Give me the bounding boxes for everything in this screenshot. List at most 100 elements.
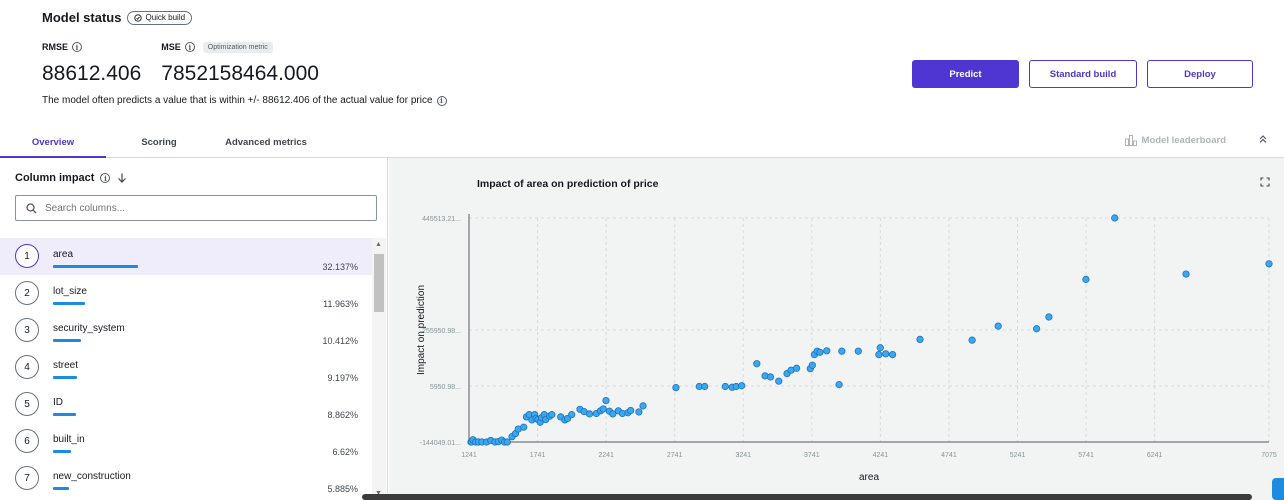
column-name: area bbox=[53, 249, 74, 260]
data-point bbox=[775, 377, 783, 385]
chart-title: Impact of area on prediction of price bbox=[477, 178, 659, 190]
y-tick-label: 5950.98... bbox=[430, 384, 461, 391]
x-tick-label: 4741 bbox=[941, 452, 957, 459]
data-point bbox=[838, 347, 846, 355]
rank-badge: 4 bbox=[15, 355, 39, 379]
column-impact-row[interactable]: 1 area 32.137% bbox=[0, 238, 372, 275]
data-point bbox=[888, 350, 897, 359]
title-row: Model status Quick build bbox=[42, 10, 193, 25]
column-impact-row[interactable]: 2 lot_size 11.963% bbox=[0, 275, 372, 312]
tab-advanced-metrics[interactable]: Advanced metrics bbox=[225, 137, 307, 148]
data-point bbox=[968, 336, 976, 344]
column-impact-row[interactable]: 6 built_in 6.62% bbox=[0, 423, 372, 460]
data-point bbox=[585, 410, 594, 418]
data-point bbox=[916, 335, 924, 343]
data-point bbox=[766, 373, 775, 381]
quick-build-chip: Quick build bbox=[127, 10, 193, 25]
info-icon[interactable]: i bbox=[436, 95, 447, 106]
column-name: street bbox=[53, 360, 79, 371]
scroll-up-icon[interactable]: ▲ bbox=[375, 241, 382, 248]
metrics: RMSE i 88612.406 MSE i Optimization metric … bbox=[42, 40, 319, 86]
tab-overview[interactable]: Overview bbox=[0, 128, 106, 158]
data-point bbox=[1111, 214, 1119, 222]
column-impact-title: Column impact bbox=[15, 172, 95, 184]
column-impact-row[interactable]: 3 security_system 10.412% bbox=[0, 312, 372, 349]
info-icon[interactable]: i bbox=[100, 173, 111, 183]
rmse-metric: RMSE i 88612.406 bbox=[42, 40, 141, 86]
data-point bbox=[792, 364, 801, 372]
x-tick-label: 3741 bbox=[804, 452, 820, 459]
scrollbar-thumb[interactable] bbox=[374, 254, 384, 312]
feedback-tab[interactable] bbox=[1272, 478, 1284, 500]
column-impact-row[interactable]: 7 new_construction 5.885% bbox=[0, 460, 372, 497]
data-point bbox=[808, 361, 816, 369]
rank-badge: 6 bbox=[15, 429, 39, 453]
search-columns-input[interactable] bbox=[45, 202, 345, 214]
impact-bar bbox=[53, 376, 77, 379]
optimization-metric-badge: Optimization metric bbox=[202, 41, 273, 53]
column-impact-row[interactable]: 4 street 9.197% bbox=[0, 349, 372, 386]
data-point bbox=[635, 408, 643, 416]
search-columns-field[interactable] bbox=[15, 195, 377, 221]
data-point bbox=[1082, 275, 1090, 283]
metric-description: The model often predicts a value that is… bbox=[42, 95, 447, 106]
y-tick-label: 255950.98... bbox=[422, 328, 461, 335]
column-impact-header: Column impact i bbox=[15, 172, 128, 184]
impact-percentage: 10.412% bbox=[322, 336, 358, 346]
sort-arrow-down-icon[interactable] bbox=[116, 172, 128, 184]
x-axis-label: area bbox=[859, 472, 879, 483]
expand-icon[interactable] bbox=[1260, 176, 1270, 190]
rmse-label: RMSE bbox=[42, 42, 69, 52]
x-tick-label: 5741 bbox=[1078, 452, 1094, 459]
impact-percentage: 8.862% bbox=[327, 410, 358, 420]
y-tick-label: 445513.21... bbox=[422, 216, 461, 223]
data-point bbox=[823, 347, 831, 355]
impact-chart-panel: Impact of area on prediction of price 12… bbox=[389, 158, 1284, 500]
x-tick-label: 6241 bbox=[1147, 452, 1163, 459]
standard-build-button[interactable]: Standard build bbox=[1029, 60, 1137, 88]
data-point bbox=[599, 405, 607, 413]
tab-scoring[interactable]: Scoring bbox=[141, 137, 177, 148]
impact-bar bbox=[53, 450, 71, 453]
data-point bbox=[721, 382, 729, 391]
data-point bbox=[1182, 270, 1190, 278]
data-point bbox=[701, 382, 709, 391]
data-point bbox=[639, 402, 647, 410]
x-tick-label: 4241 bbox=[873, 452, 889, 459]
description-text: The model often predicts a value that is… bbox=[42, 95, 433, 106]
data-point bbox=[627, 406, 635, 415]
x-tick-label: 2741 bbox=[667, 452, 683, 459]
data-point bbox=[1045, 313, 1053, 321]
data-point bbox=[875, 350, 883, 359]
rank-badge: 3 bbox=[15, 318, 39, 342]
data-point bbox=[568, 411, 576, 419]
list-scrollbar[interactable]: ▲ ▼ bbox=[372, 238, 386, 500]
horizontal-scrollbar[interactable] bbox=[362, 494, 1252, 500]
data-point bbox=[816, 348, 824, 356]
column-name: built_in bbox=[53, 434, 85, 445]
data-point bbox=[672, 384, 680, 392]
scroll-down-icon[interactable]: ▼ bbox=[375, 490, 382, 497]
data-point bbox=[738, 382, 746, 390]
data-point bbox=[602, 396, 610, 405]
impact-percentage: 9.197% bbox=[327, 373, 358, 383]
impact-bar bbox=[53, 302, 85, 305]
data-point bbox=[503, 438, 511, 446]
column-name: security_system bbox=[53, 323, 125, 334]
rank-badge: 5 bbox=[15, 392, 39, 416]
column-impact-row[interactable]: 5 ID 8.862% bbox=[0, 386, 372, 423]
leaderboard-label: Model leaderboard bbox=[1141, 135, 1226, 146]
info-icon[interactable]: i bbox=[72, 42, 83, 52]
rank-badge: 7 bbox=[15, 466, 39, 490]
x-tick-label: 3241 bbox=[735, 452, 751, 459]
deploy-button[interactable]: Deploy bbox=[1147, 60, 1253, 88]
tab-bar: Overview Scoring Advanced metrics Model … bbox=[0, 128, 1284, 158]
data-point bbox=[1265, 260, 1273, 268]
chevron-double-up-icon[interactable] bbox=[1258, 134, 1268, 147]
model-leaderboard-link[interactable]: Model leaderboard bbox=[1124, 135, 1226, 146]
data-point bbox=[882, 350, 890, 358]
predict-button[interactable]: Predict bbox=[912, 60, 1019, 88]
x-tick-label: 5241 bbox=[1010, 452, 1026, 459]
y-tick-label: -144049.01... bbox=[420, 440, 461, 447]
info-icon[interactable]: i bbox=[184, 42, 195, 52]
